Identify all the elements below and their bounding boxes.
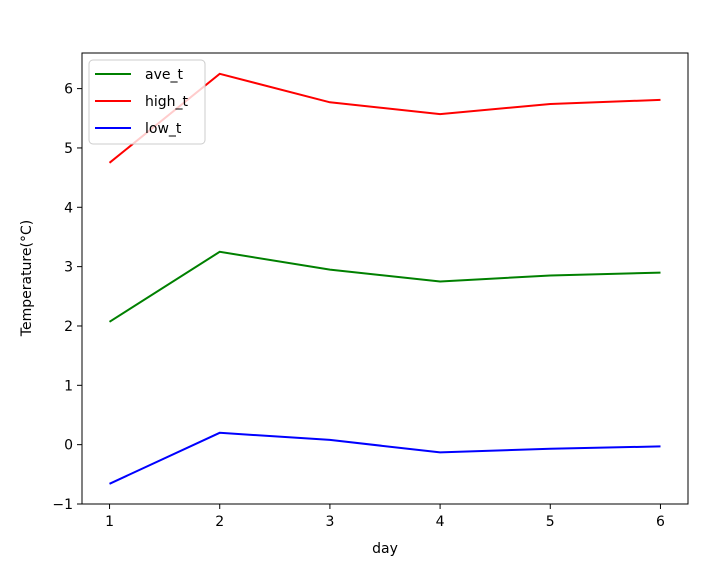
y-tick-label: 3	[64, 260, 73, 276]
y-axis-label: Temperature(°C)	[19, 220, 35, 337]
y-axis-ticks: −1 0 1 2 3 4 5 6	[52, 82, 82, 513]
x-tick-label: 1	[105, 514, 114, 530]
x-tick-label: 3	[325, 514, 334, 530]
x-tick-label: 5	[546, 514, 555, 530]
y-tick-label: 1	[64, 378, 73, 394]
y-tick-label: 4	[64, 200, 73, 216]
x-tick-label: 4	[436, 514, 445, 530]
legend-label-low-t: low_t	[145, 121, 182, 137]
legend-label-high-t: high_t	[145, 94, 189, 110]
plot-frame	[81, 52, 689, 505]
legend-label-ave-t: ave_t	[145, 67, 183, 83]
legend-box	[88, 59, 206, 145]
y-tick-label: 5	[64, 141, 73, 157]
y-tick-label: −1	[52, 497, 73, 513]
y-tick-label: 2	[64, 319, 73, 335]
y-tick-label: 0	[64, 438, 73, 454]
x-axis-ticks: 1 2 3 4 5 6	[105, 504, 665, 530]
series-line-low-t	[109, 431, 661, 485]
x-tick-label: 6	[656, 514, 665, 530]
y-tick-label: 6	[64, 82, 73, 98]
x-axis-label: day	[372, 541, 398, 557]
legend: ave_t high_t low_t	[88, 59, 206, 145]
series-line-ave-t	[108, 250, 661, 323]
x-tick-label: 2	[215, 514, 224, 530]
